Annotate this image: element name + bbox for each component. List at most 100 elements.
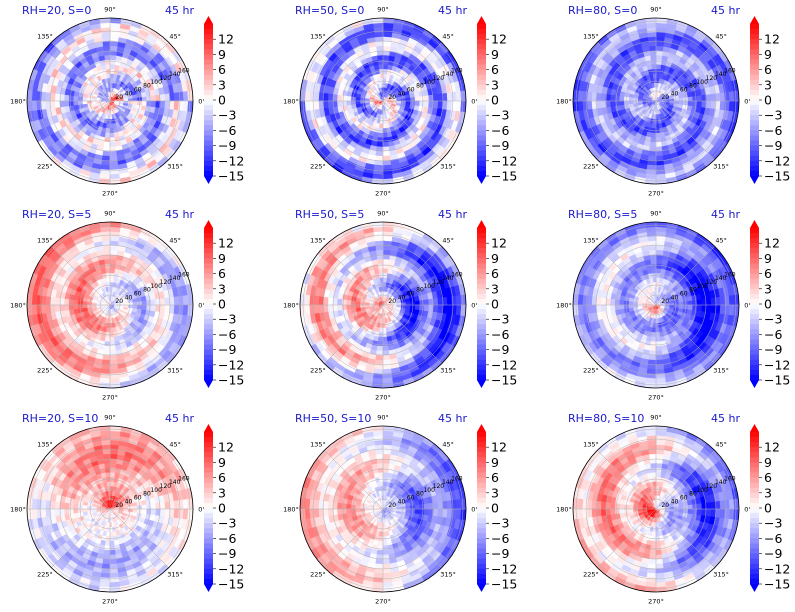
colorbar-segment: [477, 24, 486, 30]
radial-tick-label: 60: [134, 87, 142, 94]
field-cell: [322, 296, 329, 306]
grid-spoke: [109, 42, 169, 102]
radial-tick-label: 20: [388, 298, 396, 305]
colorbar-tick-label: 3: [491, 77, 499, 92]
field-cell: [647, 155, 657, 162]
colorbar-segment: [204, 105, 213, 111]
colorbar-segment: [477, 258, 486, 264]
radial-tick-label: 160: [451, 271, 463, 278]
polar-frame: [26, 221, 194, 389]
colorbar-segment: [477, 344, 486, 350]
field-cell: [375, 45, 384, 52]
radial-tick-label: 40: [398, 294, 406, 301]
theta-tick-label: 45°: [169, 32, 181, 40]
colorbar-segment: [204, 160, 213, 167]
field-cell: [109, 263, 116, 269]
field-cell: [609, 100, 616, 108]
field-cell: [382, 341, 389, 347]
colorbar-segment: [204, 69, 213, 76]
colorbar-segment: [477, 59, 486, 65]
field-cell: [354, 97, 361, 102]
panel-time-label: 45 hr: [438, 208, 467, 221]
colorbar-segment: [477, 273, 486, 280]
field-cell: [146, 304, 152, 311]
field-cell: [376, 54, 384, 61]
field-cell: [655, 281, 660, 288]
colorbar-segment: [750, 39, 759, 45]
field-cell: [382, 258, 390, 265]
colorbar-segment: [477, 248, 486, 254]
theta-tick-label: 0°: [471, 302, 478, 310]
field-cell: [379, 322, 384, 329]
field-cell: [164, 92, 171, 102]
colorbar-segment: [477, 354, 486, 361]
colorbar-segment: [477, 44, 486, 50]
radial-tick-label: 80: [143, 287, 151, 294]
colorbar-segment: [750, 89, 759, 96]
field-cell: [106, 322, 111, 329]
polar-plot: 90°45°0°315°270°225°180°135°204060801001…: [283, 6, 517, 198]
field-cell: [687, 100, 694, 107]
field-cell: [655, 137, 662, 143]
colorbar-segment: [204, 304, 213, 310]
colorbar-segment: [477, 374, 486, 381]
field-cell: [109, 137, 116, 143]
field-cell: [109, 249, 118, 256]
colorbar-segment: [477, 29, 486, 35]
theta-tick-label: 270°: [102, 190, 118, 198]
colorbar-segment: [477, 130, 486, 136]
field-cell: [405, 304, 412, 309]
colorbar-tick-label: 9: [218, 251, 226, 266]
theta-tick-label: 315°: [167, 163, 183, 171]
field-cell: [382, 54, 390, 61]
theta-tick-label: 0°: [471, 98, 478, 106]
colorbar-segment: [204, 24, 213, 30]
colorbar-tick-label: −3: [491, 108, 509, 123]
colorbar-segment: [750, 84, 759, 91]
field-cell: [86, 97, 93, 102]
panel-title: RH=50, S=0: [295, 4, 365, 17]
field-cell: [382, 137, 389, 143]
colorbar-extend-max: [477, 220, 486, 228]
colorbar-segment: [204, 329, 213, 335]
field-cell: [652, 118, 657, 125]
field-cell: [437, 92, 444, 102]
field-cell: [106, 118, 111, 125]
field-cell: [650, 59, 657, 65]
theta-tick-label: 90°: [377, 6, 389, 14]
colorbar-tick-label: 9: [491, 251, 499, 266]
colorbar-tick-label: 0: [218, 297, 226, 312]
field-cell: [600, 93, 607, 102]
colorbar-segment: [477, 319, 486, 325]
field-cell: [109, 54, 117, 61]
field-cell: [159, 297, 166, 306]
radial-tick-label: 100: [150, 79, 162, 86]
field-cell: [132, 304, 139, 309]
field-cell: [648, 150, 657, 157]
colorbar-tick-label: −12: [764, 153, 790, 168]
field-cell: [655, 155, 665, 162]
colorbar-segment: [750, 34, 759, 40]
field-cell: [382, 40, 392, 47]
colorbar-tick-label: −9: [218, 342, 236, 357]
field-cell: [379, 327, 384, 334]
theta-tick-label: 315°: [713, 163, 729, 171]
field-cell: [109, 276, 114, 283]
field-cell: [377, 59, 384, 65]
colorbar-tick-label: −12: [218, 357, 244, 372]
field-cells: [299, 221, 467, 389]
colorbar-segment: [477, 34, 486, 40]
radial-tick-label: 120: [706, 75, 718, 82]
field-cell: [102, 249, 111, 256]
field-cell: [127, 304, 134, 309]
theta-tick-label: 180°: [10, 98, 26, 106]
field-cell: [127, 100, 134, 105]
field-cell: [109, 341, 116, 347]
field-cell: [609, 94, 616, 102]
field-cell: [382, 155, 392, 162]
colorbar-segment: [204, 79, 213, 86]
field-cell: [109, 155, 119, 162]
colorbar-segment: [750, 160, 759, 167]
colorbar-tick-label: 3: [218, 77, 226, 92]
colorbar-segment: [477, 364, 486, 371]
